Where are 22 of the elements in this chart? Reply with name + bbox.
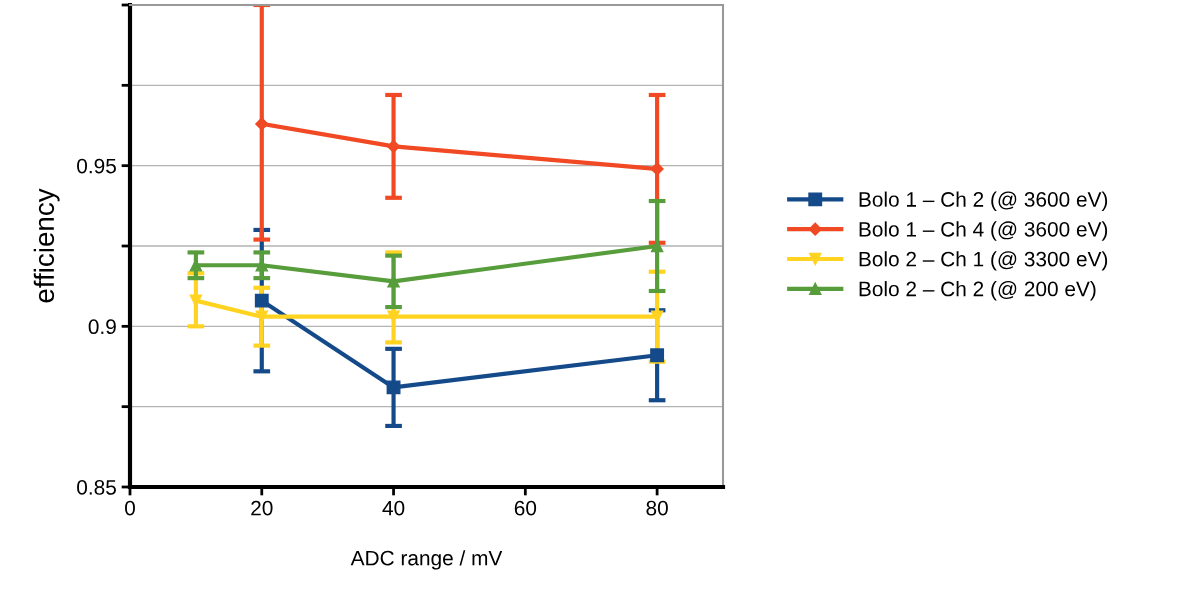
point xyxy=(386,380,401,395)
legend-label: Bolo 1 – Ch 2 (@ 3600 eV) xyxy=(859,191,1108,211)
legend-label: Bolo 2 – Ch 2 (@ 200 eV) xyxy=(859,281,1096,301)
point xyxy=(255,259,269,272)
x-tick-label: 60 xyxy=(514,500,537,516)
y-tick-label: 0.95 xyxy=(77,158,116,174)
x-tick-label: 0 xyxy=(125,500,135,516)
y-axis-title: efficiency xyxy=(33,188,60,303)
point xyxy=(650,162,664,176)
x-tick-label: 80 xyxy=(646,500,668,516)
x-axis-title: ADC range / mV xyxy=(350,550,503,570)
point xyxy=(255,310,269,323)
x-tick-label: 20 xyxy=(251,500,273,516)
legend-label: Bolo 2 – Ch 1 (@ 3300 eV) xyxy=(859,251,1108,271)
point xyxy=(650,348,665,363)
point xyxy=(255,117,269,131)
legend-label: Bolo 1 – Ch 4 (@ 3600 eV) xyxy=(859,221,1108,241)
y-tick-label: 0.9 xyxy=(88,319,116,335)
y-tick-label: 0.85 xyxy=(77,480,116,495)
point xyxy=(386,139,401,153)
x-tick-label: 40 xyxy=(382,500,405,516)
point xyxy=(254,293,269,308)
